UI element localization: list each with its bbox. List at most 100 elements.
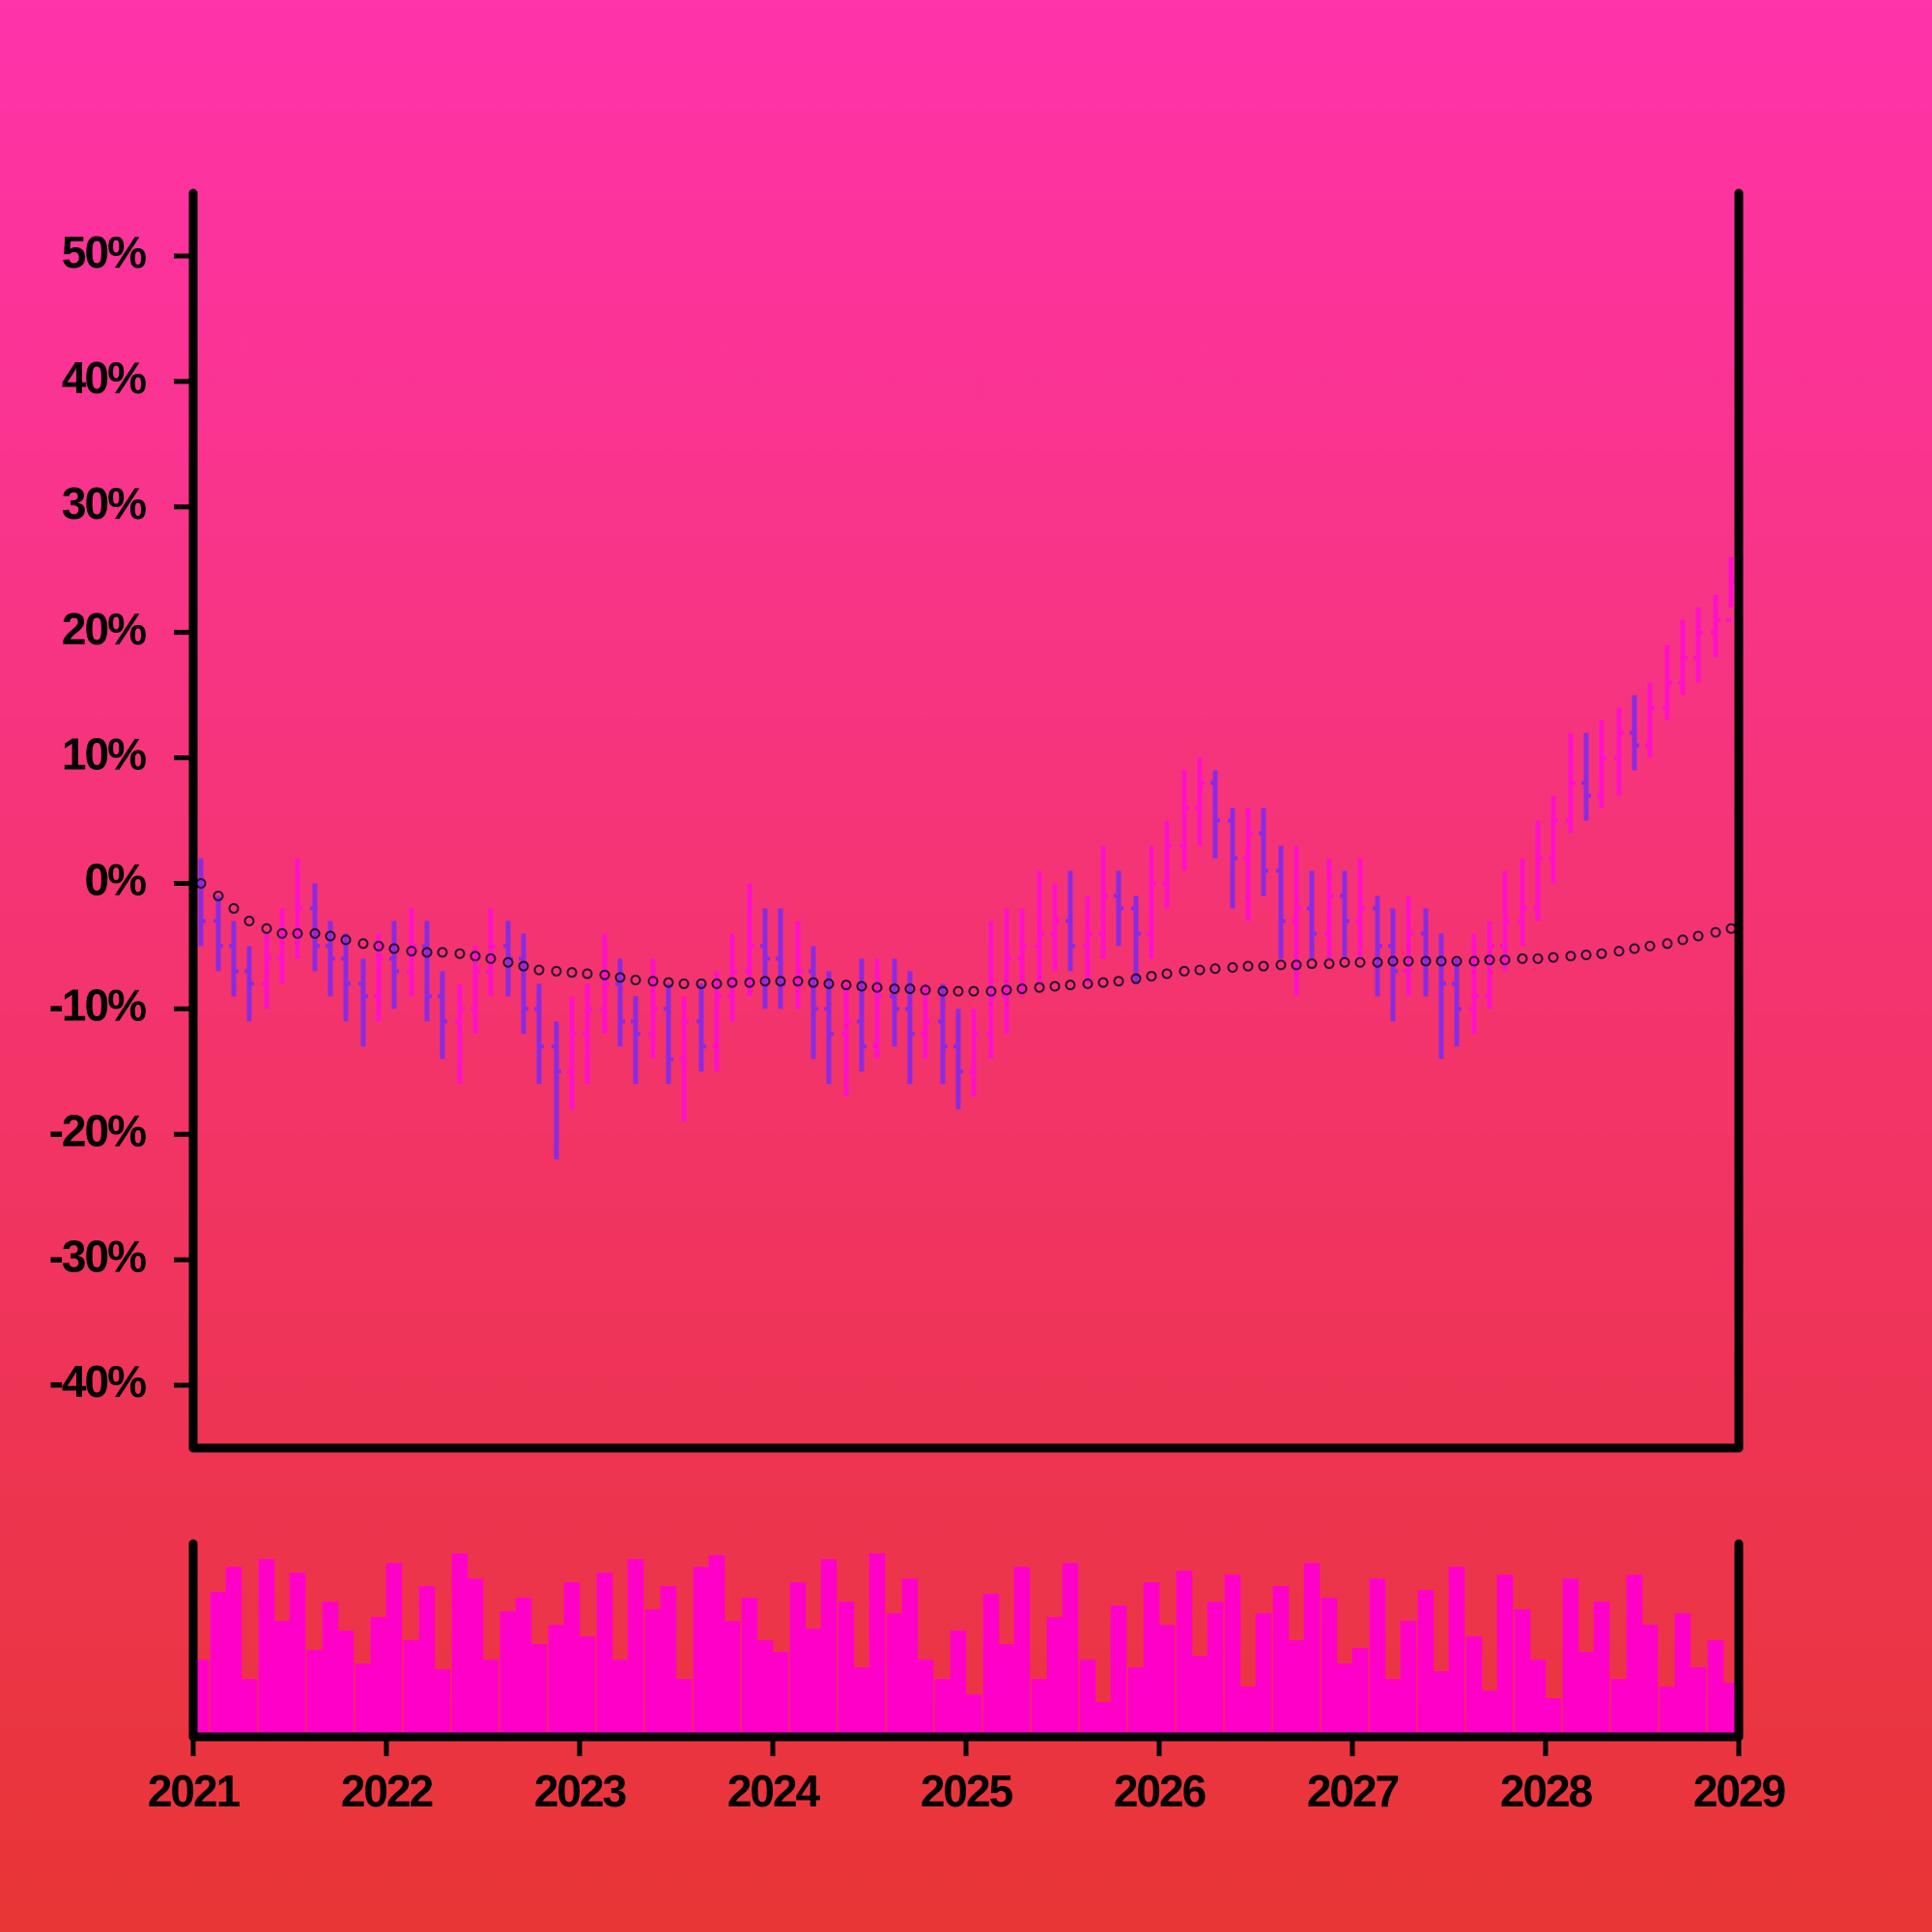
volume-bar [1031, 1679, 1048, 1737]
moving-average-point [856, 980, 867, 992]
volume-bar [1562, 1578, 1579, 1737]
y-tick-label: 10% [62, 729, 146, 780]
moving-average-point [261, 923, 272, 934]
moving-average-point [1387, 955, 1399, 967]
volume-bar [1577, 1652, 1595, 1737]
moving-average-point [388, 943, 400, 954]
volume-bar [467, 1578, 484, 1737]
volume-bar [273, 1621, 291, 1737]
volume-bar [1610, 1679, 1628, 1737]
moving-average-point [1580, 949, 1592, 960]
volume-bar [322, 1602, 339, 1737]
volume-bar [741, 1598, 758, 1737]
moving-average-point [1097, 977, 1109, 988]
moving-average-point [1179, 965, 1190, 977]
moving-average-point [1065, 980, 1076, 991]
moving-average-point [373, 940, 384, 952]
x-tick-label: 2027 [1307, 1766, 1399, 1816]
moving-average-point [871, 981, 883, 993]
volume-bar [337, 1631, 355, 1737]
moving-average-point [1194, 964, 1206, 976]
volume-bar [1674, 1613, 1691, 1737]
x-tick-label: 2023 [534, 1766, 626, 1816]
volume-bar [1062, 1563, 1079, 1737]
moving-average-point [1517, 952, 1528, 964]
moving-average-point [1710, 926, 1721, 938]
volume-bar [1545, 1698, 1562, 1737]
volume-bar [756, 1640, 774, 1737]
y-tick-label: 40% [62, 353, 146, 403]
volume-bar [1707, 1640, 1724, 1737]
moving-average-point [1499, 954, 1511, 966]
moving-average-point [937, 985, 949, 997]
volume-bar [1448, 1567, 1465, 1737]
moving-average-point [1242, 960, 1254, 972]
volume-bar [1465, 1636, 1483, 1737]
moving-average-point [614, 972, 626, 983]
moving-average-point [630, 974, 641, 985]
moving-average-point [469, 951, 481, 962]
volume-bar [1433, 1671, 1450, 1737]
moving-average-point [1113, 976, 1124, 987]
moving-average-point [357, 938, 369, 950]
moving-average-point [1275, 959, 1287, 971]
moving-average-point [1049, 980, 1061, 992]
volume-bar [1626, 1575, 1643, 1737]
volume-bar [1094, 1702, 1112, 1737]
plot-layer: -40% -30% -20% -10% 0% 10% 20% 30% 40% 50% 2021 202… [49, 227, 1787, 1816]
y-tick-label: -10% [49, 980, 146, 1031]
moving-average-point [952, 985, 964, 997]
axes [188, 188, 1744, 1742]
volume-bar [917, 1660, 934, 1737]
moving-average-point [1130, 973, 1142, 984]
moving-average-point [1082, 978, 1094, 989]
volume-bar [1207, 1602, 1224, 1737]
moving-average-point [1435, 955, 1447, 967]
x-tick-label: 2022 [341, 1766, 433, 1816]
moving-average-point [1227, 961, 1238, 973]
moving-average-point [1258, 960, 1269, 972]
moving-average-point [663, 977, 674, 988]
volume-bar [1321, 1598, 1338, 1737]
volume-bar [1046, 1617, 1064, 1737]
moving-average-point [325, 930, 336, 942]
x-tick-label: 2025 [921, 1766, 1013, 1816]
volume-bar [901, 1578, 919, 1737]
volume-bar [1384, 1679, 1402, 1737]
volume-bar [596, 1573, 613, 1737]
moving-average-point [647, 976, 659, 987]
moving-average-point [1468, 955, 1480, 967]
moving-average-point [1034, 981, 1045, 993]
moving-average-point [292, 927, 303, 939]
volume-bar [805, 1629, 822, 1737]
moving-average-point [792, 976, 804, 987]
volume-bar [1239, 1687, 1257, 1737]
moving-average-point [1613, 946, 1625, 957]
volume-bar [1514, 1609, 1531, 1737]
moving-average-point [566, 967, 578, 979]
moving-average-point [1548, 952, 1559, 963]
moving-average-point [485, 952, 497, 964]
volume-bar [403, 1640, 420, 1737]
volume-bar [950, 1631, 967, 1737]
volume-bar [965, 1694, 982, 1737]
y-tick-label: 50% [62, 227, 146, 277]
volume-bar [660, 1586, 677, 1737]
volume-bar [1110, 1605, 1127, 1737]
volume-bar [1496, 1575, 1514, 1737]
moving-average-point [1306, 958, 1318, 970]
moving-average-point [920, 984, 931, 996]
moving-average-point [904, 983, 916, 995]
volume-bar [1013, 1567, 1031, 1737]
moving-average-point [1161, 968, 1173, 980]
moving-average-point [502, 956, 514, 968]
volume-bar [563, 1582, 581, 1737]
volume-bar [548, 1625, 565, 1737]
volume-bar [1127, 1667, 1145, 1737]
moving-average-point [1692, 930, 1704, 942]
moving-average-point [1677, 934, 1689, 946]
volume-bar [627, 1559, 644, 1737]
moving-average-point [1403, 955, 1414, 967]
volume-bar [355, 1663, 372, 1737]
